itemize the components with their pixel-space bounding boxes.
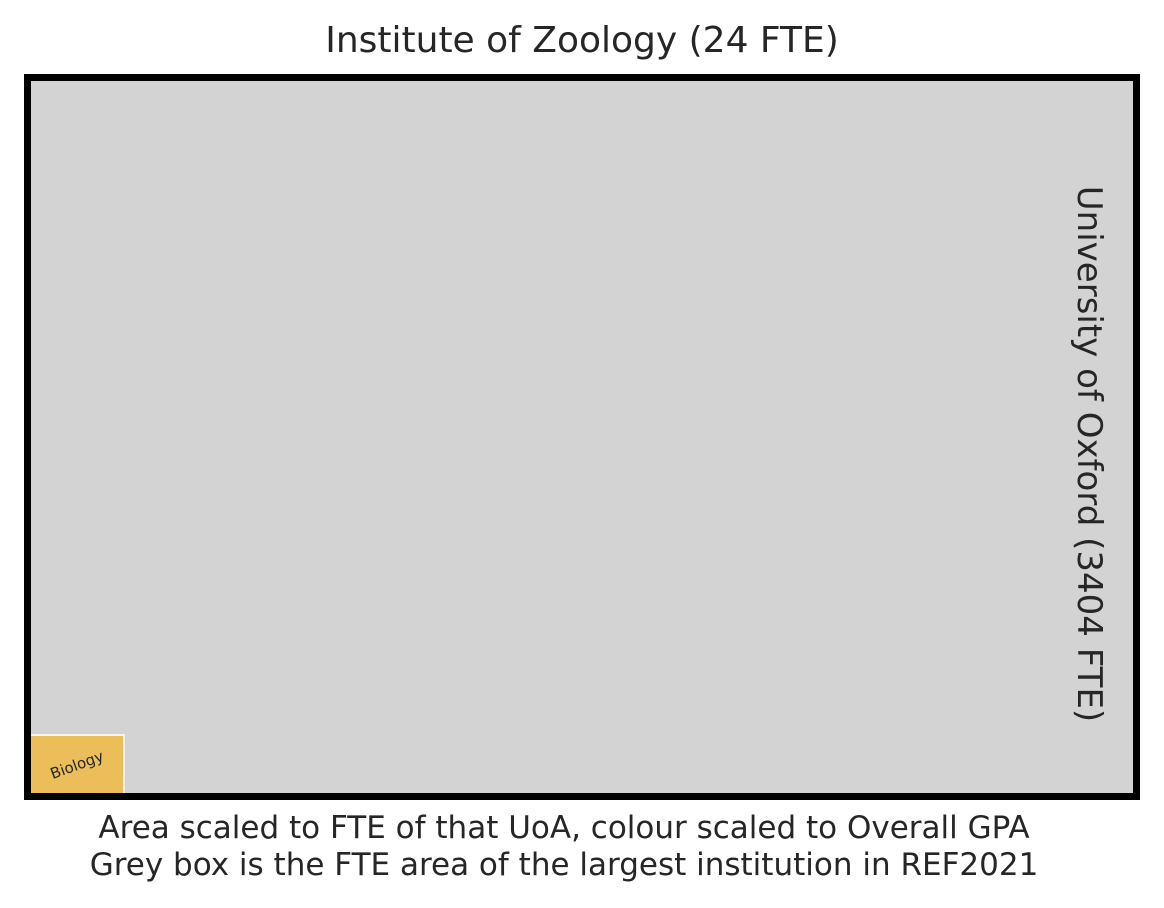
- plot-frame: Biology: [24, 74, 1140, 800]
- institution-label: University of Oxford (3404 FTE): [1069, 185, 1109, 723]
- caption-line-2: Grey box is the FTE area of the largest …: [89, 847, 1039, 883]
- caption-line-1: Area scaled to FTE of that UoA, colour s…: [98, 810, 1030, 846]
- chart-title: Institute of Zoology (24 FTE): [325, 20, 839, 61]
- uoa-label-biology: Biology: [47, 746, 107, 783]
- largest-institution-area: [31, 81, 1133, 793]
- uoa-box-biology: Biology: [31, 734, 126, 793]
